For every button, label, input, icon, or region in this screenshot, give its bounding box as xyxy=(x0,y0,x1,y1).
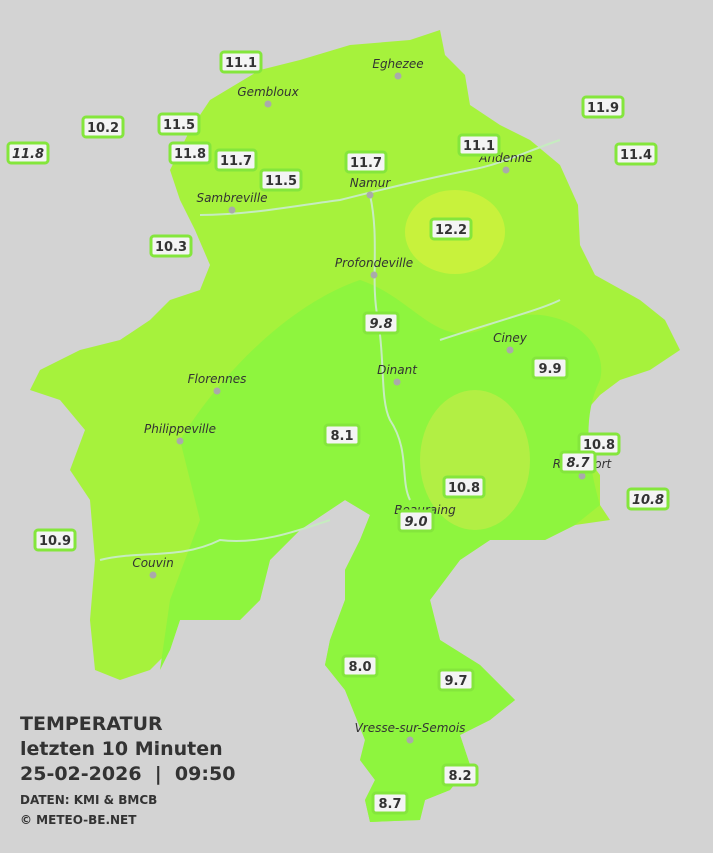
station-box xyxy=(157,112,201,136)
station-value: 11.5 xyxy=(265,174,297,189)
city-label: Couvin xyxy=(132,556,173,570)
city-dot xyxy=(370,271,378,279)
station-value: 9.0 xyxy=(404,515,427,530)
city-label: Dinant xyxy=(377,363,418,377)
station-value: 8.7 xyxy=(566,456,590,471)
station-value: 9.7 xyxy=(444,674,467,689)
station-value: 8.7 xyxy=(378,797,401,812)
city-dot xyxy=(406,736,414,744)
station-box xyxy=(149,234,193,258)
station-value: 11.7 xyxy=(350,156,382,171)
station-value: 10.8 xyxy=(448,481,480,496)
station-box xyxy=(6,141,50,165)
station-value: 12.2 xyxy=(435,223,467,238)
stations: 11.1 10.2 11.5 11.8 11.8 11.7 11.5 11.7 11.1 11.9… xyxy=(6,50,670,815)
station-box xyxy=(581,95,625,119)
station-box xyxy=(81,115,125,139)
city-dot xyxy=(502,166,510,174)
city-dot xyxy=(578,472,586,480)
station-box xyxy=(614,142,658,166)
city-dot xyxy=(366,191,374,199)
station-box xyxy=(341,654,379,678)
city-label: Vresse-sur-Semois xyxy=(355,721,466,735)
station-box xyxy=(259,168,303,192)
station-value: 11.1 xyxy=(463,139,495,154)
title-line: 25-02-2026 | 09:50 xyxy=(20,763,235,785)
station-box xyxy=(323,423,361,447)
station-value: 10.9 xyxy=(39,534,71,549)
station-value: 11.4 xyxy=(620,148,652,163)
station-value: 10.8 xyxy=(583,438,615,453)
city-label: Florennes xyxy=(188,372,247,386)
station-value: 10.3 xyxy=(155,240,187,255)
station-box xyxy=(397,509,435,533)
station-box xyxy=(168,141,212,165)
station-value: 10.2 xyxy=(87,121,119,136)
station-box xyxy=(214,148,258,172)
station-box xyxy=(344,150,388,174)
copyright: © METEO-BE.NET xyxy=(20,813,137,827)
city-label: Philippeville xyxy=(144,422,216,436)
station-value: 8.0 xyxy=(348,660,371,675)
station-value: 8.2 xyxy=(448,769,471,784)
station-value: 11.7 xyxy=(220,154,252,169)
city-label: Eghezee xyxy=(372,57,423,71)
station-value: 8.1 xyxy=(330,429,353,444)
station-box xyxy=(219,50,263,74)
source: DATEN: KMI & BMCB xyxy=(20,793,157,807)
city-label: Ciney xyxy=(493,331,528,345)
station-box xyxy=(437,668,475,692)
city-label: Namur xyxy=(350,176,392,190)
station-box xyxy=(441,763,479,787)
station-box xyxy=(33,528,77,552)
station-value: 9.9 xyxy=(538,362,561,377)
station-box xyxy=(457,133,501,157)
station-value: 11.9 xyxy=(587,101,619,116)
city-dot xyxy=(264,100,272,108)
city-label: Profondeville xyxy=(335,256,413,270)
station-box xyxy=(429,217,473,241)
station-value: 11.8 xyxy=(12,147,44,162)
station-box xyxy=(577,432,621,456)
station-value: 11.5 xyxy=(163,118,195,133)
city-dot xyxy=(228,206,236,214)
city-label: Gembloux xyxy=(237,85,299,99)
station-value: 10.8 xyxy=(632,493,664,508)
city-dot xyxy=(506,346,514,354)
station-value: 11.1 xyxy=(225,56,257,71)
river xyxy=(99,139,561,561)
city-dot xyxy=(393,378,401,386)
station-value: 11.8 xyxy=(174,147,206,162)
station-box xyxy=(442,475,486,499)
station-value: 9.8 xyxy=(369,317,392,332)
city-dot xyxy=(176,437,184,445)
station-box xyxy=(362,311,400,335)
station-box xyxy=(531,356,569,380)
city-dot xyxy=(213,387,221,395)
title-line: letzten 10 Minuten xyxy=(20,738,223,760)
station-box xyxy=(559,450,597,474)
city-dot xyxy=(394,72,402,80)
title-line: TEMPERATUR xyxy=(20,713,163,735)
station-box xyxy=(371,791,409,815)
city-label: Sambreville xyxy=(196,191,267,205)
city-dot xyxy=(149,571,157,579)
station-box xyxy=(626,487,670,511)
